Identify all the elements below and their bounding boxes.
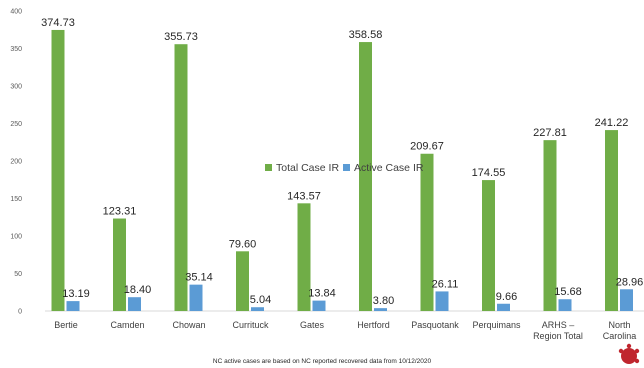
bar-active-case-ir [128,297,141,311]
y-tick-label: 250 [10,121,22,128]
bar-total-case-ir [236,251,249,311]
category-label: ARHS – Region Total [533,320,583,341]
data-label-total: 241.22 [595,117,629,129]
category-label: Bertie [54,320,78,330]
bar-total-case-ir [113,218,126,311]
y-tick-label: 100 [10,234,22,241]
bar-active-case-ir [558,299,572,311]
category-label: Currituck [232,320,269,330]
bar-active-case-ir [251,307,264,311]
data-label-active: 15.68 [554,286,582,298]
legend-label-active: Active Case IR [354,162,424,174]
data-label-total: 355.73 [164,31,198,43]
data-label-total: 174.55 [472,167,506,179]
y-tick-label: 350 [10,46,22,53]
bar-active-case-ir [312,300,326,311]
data-label-active: 5.04 [250,294,271,306]
data-label-active: 3.80 [373,295,394,307]
data-label-active: 26.11 [432,278,459,290]
data-label-active: 9.66 [496,291,517,303]
y-tick-label: 150 [10,196,22,203]
category-label: Hertford [357,320,390,330]
legend-label-total: Total Case IR [276,162,339,174]
data-label-total: 374.73 [41,17,75,29]
bar-active-case-ir [497,303,510,311]
category-label: Chowan [172,320,205,330]
bar-total-case-ir [543,140,557,311]
data-label-total: 358.58 [349,29,383,41]
bar-active-case-ir [189,284,203,311]
data-label-active: 28.96 [616,276,644,288]
bar-total-case-ir [297,203,311,311]
data-label-total: 227.81 [533,127,567,139]
category-label: Camden [110,320,144,330]
data-label-total: 209.67 [410,141,444,153]
category-label: Perquimans [472,320,521,330]
data-label-total: 123.31 [103,206,137,218]
bar-total-case-ir [174,44,188,311]
bar-total-case-ir [51,29,65,311]
legend-swatch-total [265,164,272,171]
bar-active-case-ir [435,291,449,311]
data-label-active: 13.84 [308,288,336,300]
bar-total-case-ir [605,130,618,311]
y-tick-label: 400 [10,9,22,16]
bar-total-case-ir [420,153,434,311]
y-tick-label: 300 [10,84,22,91]
category-label: North Carolina [603,320,637,341]
legend-swatch-active [343,164,350,171]
bar-total-case-ir [482,180,495,311]
bar-total-case-ir [359,42,372,311]
y-tick-label: 50 [14,271,22,278]
data-label-active: 13.19 [62,288,90,300]
bars: 374.73 123.31 355.73 79.60 143.57 358.58 209.6… [41,17,643,311]
category-labels: Bertie Camden Chowan Currituck Gates Hertford… [54,320,636,341]
data-label-total: 143.57 [287,190,321,202]
category-label: Pasquotank [411,320,459,330]
bar-active-case-ir [374,308,387,311]
y-tick-label: 0 [18,309,22,316]
category-label: Gates [300,320,325,330]
virus-icon [618,343,640,364]
y-tick-label: 200 [10,159,22,166]
data-label-active: 35.14 [185,272,213,284]
y-axis: 0 50 100 150 200 250 300 350 400 [10,9,22,316]
data-label-active: 18.40 [124,284,152,296]
bar-active-case-ir [66,301,80,311]
legend: Total Case IR Active Case IR [265,162,424,174]
footnote: NC active cases are based on NC reported… [213,358,432,365]
bar-active-case-ir [620,289,633,311]
data-label-total: 79.60 [229,238,257,250]
